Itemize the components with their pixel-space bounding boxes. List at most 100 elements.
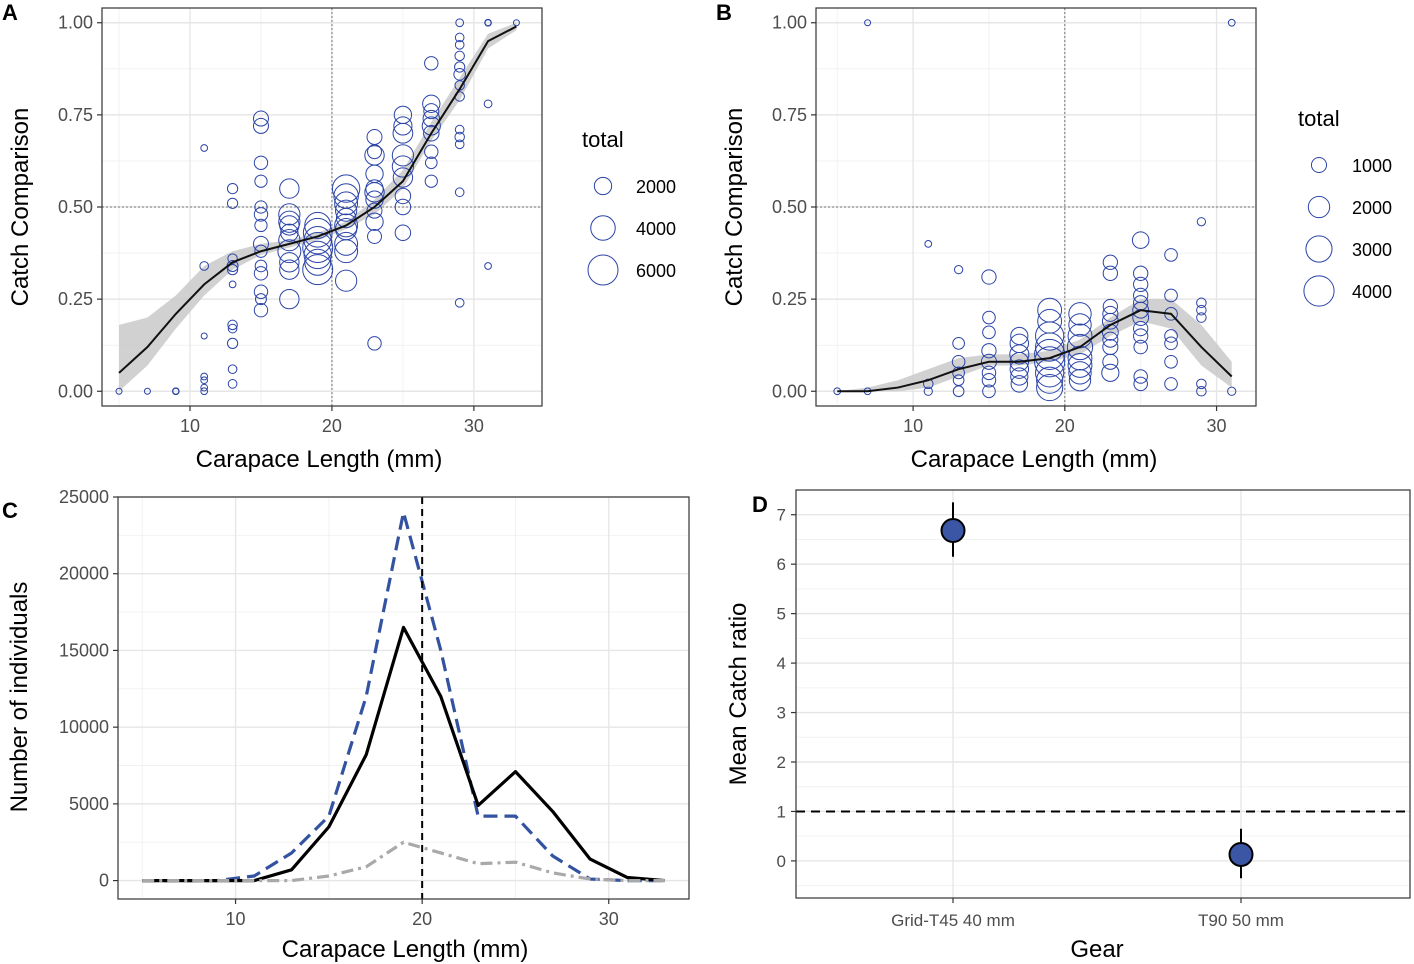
panel-a-data-point: [454, 61, 466, 73]
panel-d-y-tick-label: 6: [777, 555, 786, 574]
panel-a-data-point: [367, 336, 382, 351]
panel-a-data-point: [392, 167, 414, 188]
panel-a-data-point: [226, 197, 239, 209]
panel-b-data-point: [1164, 288, 1178, 303]
panel-b-smooth-line: [837, 309, 1233, 393]
panel-d-x-title: Gear: [1070, 936, 1123, 963]
panel-d-y-title: Mean Catch ratio: [725, 603, 752, 786]
panel-a-data-point: [253, 302, 269, 318]
panel-a-data-point: [200, 387, 209, 396]
panel-d-y-tick-label: 7: [777, 506, 786, 525]
panel-b-data-point: [952, 337, 965, 350]
panel-a-data-point: [455, 18, 465, 28]
panel-a-data-point: [422, 109, 441, 128]
panel-b-data-point: [923, 386, 933, 396]
panel-a-data-point: [227, 323, 238, 334]
panel-a-data-point: [423, 125, 440, 142]
panel-a-x-tick-label: 20: [322, 416, 342, 436]
panel-c-letter: C: [2, 498, 18, 523]
panel-a-data-point: [227, 379, 238, 389]
panel-a-data-point: [172, 387, 180, 395]
panel-b-data-point: [1010, 375, 1029, 393]
panel-b-data-point: [981, 365, 997, 381]
panel-a-data-point: [200, 332, 208, 340]
panel-d-y-tick-label: 4: [777, 654, 786, 673]
panel-a-x-tick-label: 30: [464, 416, 484, 436]
panel-b-legend-title: total: [1298, 106, 1340, 131]
panel-c-x-tick-label: 20: [412, 909, 432, 929]
panel-c-series-line-dotdash: [142, 840, 665, 883]
panel-b-data-point: [1102, 254, 1119, 270]
panel-d-mean-point: [940, 518, 966, 544]
panel-b-data-point: [981, 372, 997, 388]
panel-b-data-point: [1036, 366, 1064, 394]
panel-c-y-tick-label: 0: [99, 871, 109, 891]
panel-b-data-point: [1068, 313, 1092, 337]
panel-a-data-point: [367, 144, 382, 160]
panel-b-data-point: [924, 239, 933, 248]
panel-c-x-title: Carapace Length (mm): [282, 936, 529, 963]
panel-b-data-point: [1102, 331, 1119, 348]
panel-a-data-point: [226, 182, 239, 195]
panel-d-y-tick-label: 5: [777, 605, 786, 624]
panel-b-data-point: [1133, 369, 1148, 384]
panel-b-x-title: Carapace Length (mm): [911, 446, 1158, 473]
panel-b-legend-label: 2000: [1352, 198, 1392, 218]
panel-a-data-point: [454, 40, 465, 50]
panel-a-data-point: [304, 211, 332, 239]
panel-a-data-point: [391, 144, 415, 167]
panel-d-y-tick-label: 3: [777, 704, 786, 723]
panel-a-data-point: [278, 210, 301, 233]
panel-b-data-point: [952, 385, 965, 398]
panel-b-data-point: [982, 325, 996, 340]
panel-a-data-point: [253, 284, 269, 299]
panel-c-y-tick-label: 5000: [69, 794, 109, 814]
panel-c-y-tick-label: 15000: [59, 640, 109, 660]
panel-a-y-title: Catch Comparison: [7, 108, 34, 307]
panel-b-data-point: [1037, 308, 1063, 334]
panel-b-legend-key: [1310, 156, 1328, 174]
panel-a-data-point: [280, 223, 299, 242]
panel-a-data-point: [334, 231, 359, 256]
panel-a-data-point: [334, 213, 359, 238]
panel-a-data-point: [228, 280, 237, 289]
panel-a-smooth-line: [118, 25, 517, 374]
panel-a-data-point: [200, 376, 209, 385]
panel-a-data-point: [279, 215, 300, 236]
panel-a-data-point: [253, 207, 269, 222]
panel-b-data-point: [981, 269, 997, 285]
panel-b-data-point: [1227, 18, 1236, 27]
panel-b-data-point: [1133, 328, 1149, 344]
panel-a-data-point: [254, 200, 268, 214]
panel-a: A 10 20 30 0.00 0.25 0.50 0.75 1.00 Carapace Le…: [2, 0, 676, 473]
panel-a-data-point: [279, 178, 300, 199]
panel-a-data-point: [484, 19, 492, 27]
panel-b-data-point: [1035, 332, 1065, 362]
panel-a-data-point: [394, 187, 412, 205]
panel-a-data-point: [334, 191, 359, 216]
panel-b-y-tick-label: 0.50: [772, 197, 807, 217]
panel-a-data-point: [366, 128, 383, 145]
panel-a-data-point: [423, 103, 440, 120]
panel-b-data-point: [982, 384, 996, 399]
panel-b-data-point: [1133, 276, 1149, 293]
panel-b-x-tick-label: 10: [903, 416, 923, 436]
panel-b-letter: B: [716, 0, 732, 25]
panel-b-data-point: [1034, 338, 1066, 370]
panel-a-data-point: [253, 155, 269, 170]
panel-a-data-point: [454, 50, 465, 62]
panel-a-y-tick-label: 0.75: [58, 105, 93, 125]
panel-a-data-point: [454, 131, 465, 143]
panel-b-data-point: [1196, 217, 1207, 227]
panel-a-data-point: [393, 116, 413, 136]
panel-a-data-point: [454, 297, 465, 308]
panel-b-data-point: [1196, 385, 1207, 397]
panel-a-data-point: [277, 239, 302, 264]
panel-b-data-point: [1068, 361, 1092, 385]
panel-a-data-point: [227, 364, 238, 374]
panel-b-data-point: [981, 343, 997, 359]
panel-a-legend-label: 4000: [636, 219, 676, 239]
panel-d-y-tick-label: 1: [777, 802, 786, 821]
panel-a-x-title: Carapace Length (mm): [196, 446, 443, 473]
panel-a-data-point: [226, 264, 239, 276]
